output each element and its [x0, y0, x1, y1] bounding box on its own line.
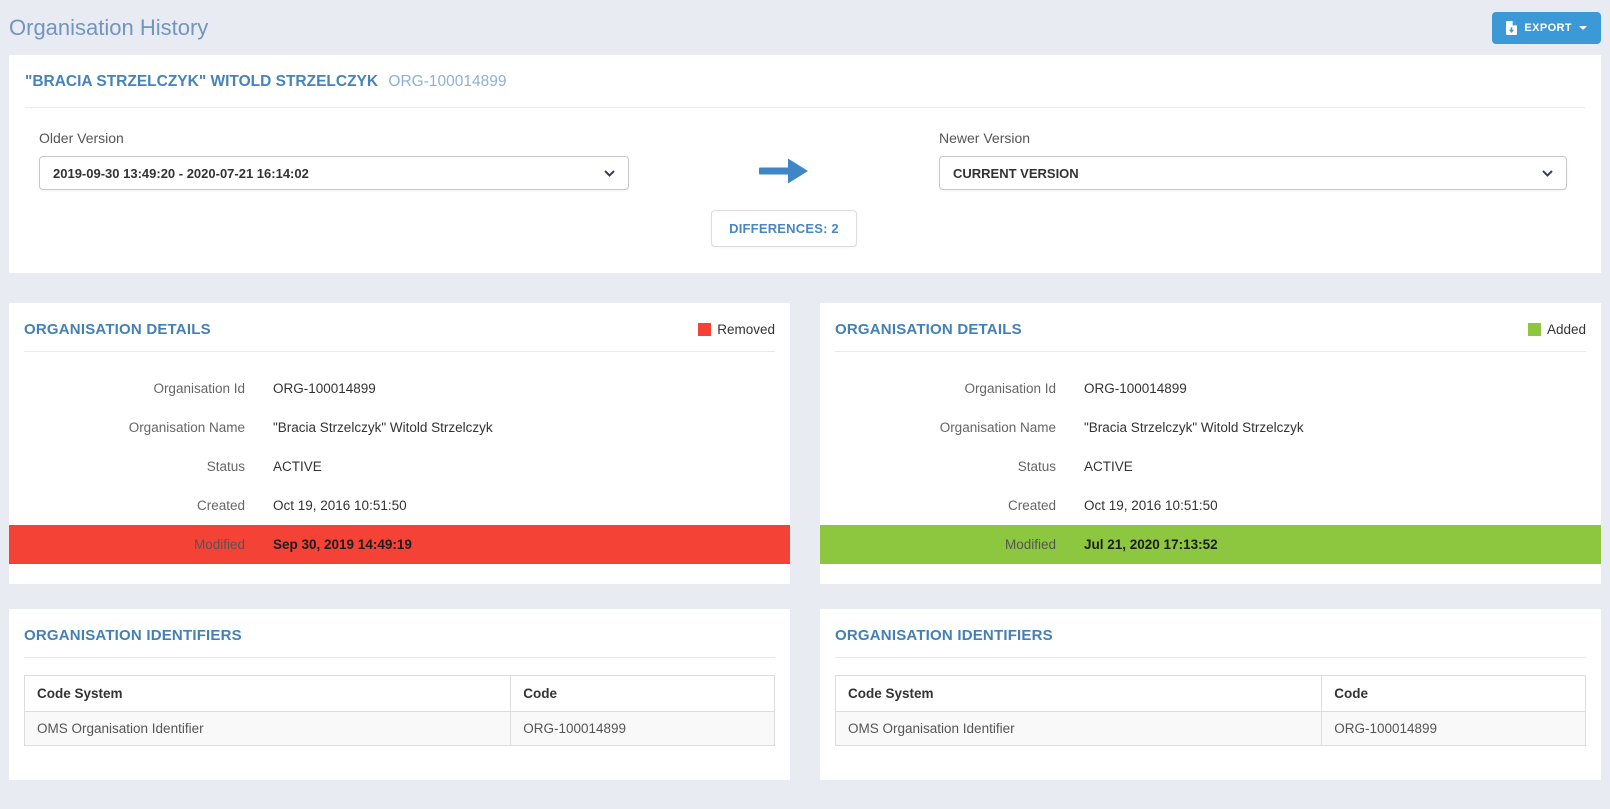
heading-divider	[25, 107, 1585, 108]
organisation-details-panel-older: ORGANISATION DETAILS Removed Organisatio…	[9, 303, 790, 584]
older-version-label: Older Version	[39, 130, 124, 146]
page-title: Organisation History	[9, 14, 209, 40]
panel-divider	[835, 351, 1586, 352]
comparison-middle: DIFFERENCES: 2	[629, 130, 939, 247]
detail-rows: Organisation Id ORG-100014899 Organisati…	[820, 369, 1601, 564]
file-export-icon	[1506, 20, 1518, 35]
identifiers-panels-row: ORGANISATION IDENTIFIERS Code System Cod…	[9, 609, 1601, 780]
organisation-details-panel-newer: ORGANISATION DETAILS Added Organisation …	[820, 303, 1601, 584]
table-row: OMS Organisation Identifier ORG-10001489…	[834, 711, 1586, 746]
detail-rows: Organisation Id ORG-100014899 Organisati…	[9, 369, 790, 564]
panel-divider	[24, 351, 775, 352]
details-panels-row: ORGANISATION DETAILS Removed Organisatio…	[9, 303, 1601, 584]
added-legend-label: Added	[1546, 322, 1586, 337]
version-selector-row: Older Version 2019-09-30 13:49:20 - 2020…	[9, 130, 1601, 247]
column-header-code-system: Code System	[23, 675, 512, 712]
top-bar: Organisation History EXPORT	[0, 0, 1610, 55]
newer-version-selected-value: CURRENT VERSION	[953, 165, 1079, 181]
detail-row-removed-highlight: Modified Sep 30, 2019 14:49:19	[9, 525, 790, 564]
column-header-code: Code	[1321, 675, 1586, 712]
column-header-code: Code	[510, 675, 775, 712]
detail-row: Status ACTIVE	[1017, 459, 1133, 474]
organisation-name-heading: "BRACIA STRZELCZYK" WITOLD STRZELCZYK	[25, 73, 379, 90]
panel-title: ORGANISATION IDENTIFIERS	[24, 627, 242, 644]
removed-legend-swatch	[698, 323, 712, 336]
detail-row: Status ACTIVE	[206, 459, 322, 474]
code-system-cell: OMS Organisation Identifier	[23, 711, 512, 746]
organisation-heading: "BRACIA STRZELCZYK" WITOLD STRZELCZYK OR…	[9, 72, 1601, 92]
organisation-identifiers-panel-older: ORGANISATION IDENTIFIERS Code System Cod…	[9, 609, 790, 780]
removed-legend-label: Removed	[717, 322, 775, 337]
chevron-down-icon	[1542, 169, 1553, 177]
detail-row: Created Oct 19, 2016 10:51:50	[1007, 498, 1218, 513]
panel-title: ORGANISATION DETAILS	[24, 321, 211, 338]
older-version-select[interactable]: 2019-09-30 13:49:20 - 2020-07-21 16:14:0…	[39, 156, 629, 190]
detail-row: Organisation Name "Bracia Strzelczyk" Wi…	[939, 420, 1304, 435]
differences-badge: DIFFERENCES: 2	[711, 210, 857, 247]
identifiers-table: Code System Code OMS Organisation Identi…	[23, 675, 775, 746]
newer-version-select[interactable]: CURRENT VERSION	[939, 156, 1567, 190]
code-cell: ORG-100014899	[510, 711, 775, 746]
panel-title: ORGANISATION IDENTIFIERS	[835, 627, 1053, 644]
detail-row-added-highlight: Modified Jul 21, 2020 17:13:52	[820, 525, 1601, 564]
table-row: OMS Organisation Identifier ORG-10001489…	[23, 711, 775, 746]
chevron-down-icon	[604, 169, 615, 177]
detail-row: Organisation Id ORG-100014899	[964, 381, 1187, 396]
organisation-identifiers-panel-newer: ORGANISATION IDENTIFIERS Code System Cod…	[820, 609, 1601, 780]
detail-row: Created Oct 19, 2016 10:51:50	[196, 498, 407, 513]
export-button[interactable]: EXPORT	[1492, 11, 1601, 44]
organisation-id: ORG-100014899	[388, 73, 507, 90]
identifiers-table: Code System Code OMS Organisation Identi…	[834, 675, 1586, 746]
detail-row: Organisation Name "Bracia Strzelczyk" Wi…	[128, 420, 493, 435]
caret-down-icon	[1579, 25, 1587, 34]
code-cell: ORG-100014899	[1321, 711, 1586, 746]
older-version-selected-value: 2019-09-30 13:49:20 - 2020-07-21 16:14:0…	[53, 165, 309, 181]
removed-legend: Removed	[698, 322, 775, 337]
added-legend: Added	[1527, 322, 1586, 337]
older-version-group: Older Version 2019-09-30 13:49:20 - 2020…	[39, 130, 629, 247]
panel-divider	[835, 657, 1586, 658]
panel-divider	[24, 657, 775, 658]
column-header-code-system: Code System	[834, 675, 1323, 712]
panel-title: ORGANISATION DETAILS	[835, 321, 1022, 338]
code-system-cell: OMS Organisation Identifier	[834, 711, 1323, 746]
added-legend-swatch	[1527, 323, 1541, 336]
export-button-label: EXPORT	[1524, 21, 1572, 34]
newer-version-group: Newer Version CURRENT VERSION	[939, 130, 1567, 247]
detail-row: Organisation Id ORG-100014899	[153, 381, 376, 396]
arrow-right-icon	[758, 155, 810, 187]
version-compare-card: "BRACIA STRZELCZYK" WITOLD STRZELCZYK OR…	[9, 55, 1601, 273]
newer-version-label: Newer Version	[939, 130, 1031, 146]
